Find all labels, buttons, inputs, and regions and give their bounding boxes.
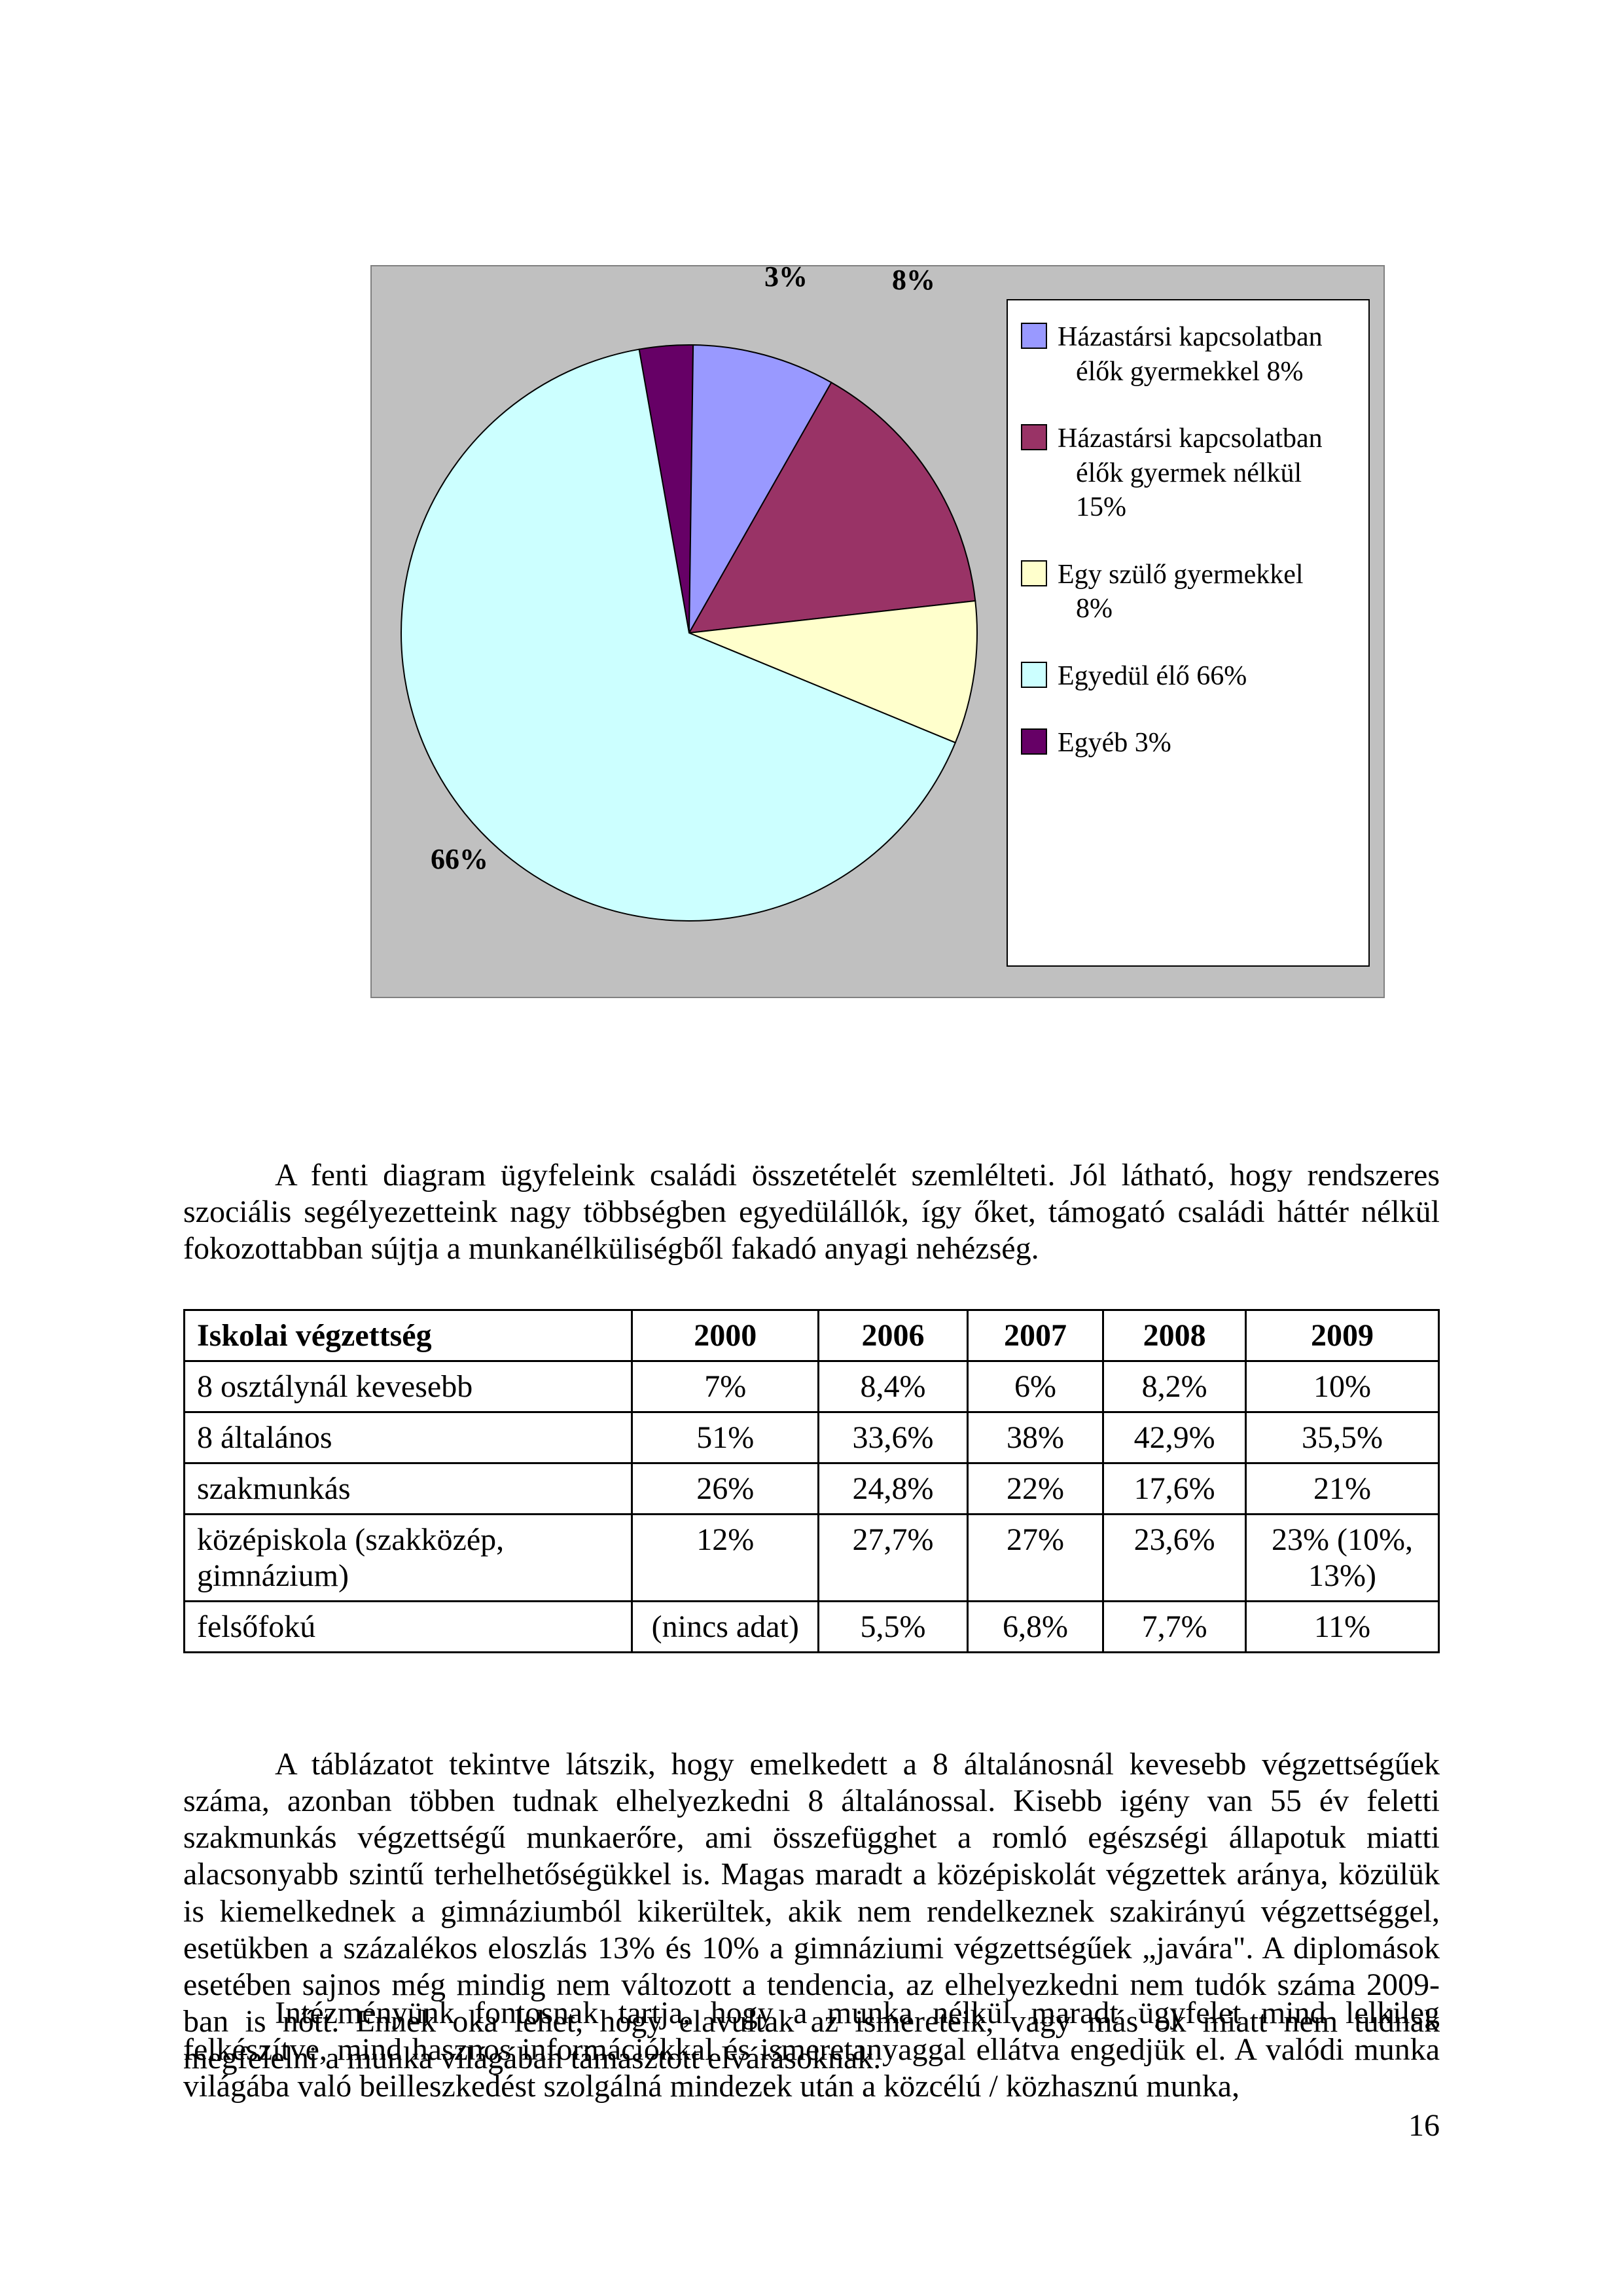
- legend-item-egyedul_elo: Egyedül élő 66%: [1021, 659, 1355, 694]
- table-cell: 17,6%: [1103, 1463, 1246, 1515]
- legend-item-hazastarsi_gyermekkel: Házastársi kapcsolatbanélők gyermekkel 8…: [1021, 320, 1355, 389]
- table-cell: 35,5%: [1246, 1412, 1439, 1463]
- legend-swatch: [1021, 560, 1047, 586]
- table-cell: 42,9%: [1103, 1412, 1246, 1463]
- table-cell: 8,4%: [819, 1361, 968, 1412]
- table-cell: 10%: [1246, 1361, 1439, 1412]
- table-header-cell: 2000: [632, 1310, 819, 1361]
- table-cell: 7,7%: [1103, 1602, 1246, 1653]
- paragraph-1: A fenti diagram ügyfeleink családi össze…: [183, 1157, 1440, 1267]
- table-row: 8 általános51%33,6%38%42,9%35,5%: [185, 1412, 1439, 1463]
- legend-swatch: [1021, 662, 1047, 688]
- legend-label: Egyéb 3%: [1058, 726, 1355, 761]
- legend-label: Egy szülő gyermekkel8%: [1058, 558, 1355, 626]
- table-cell: 22%: [967, 1463, 1103, 1515]
- table-cell: 27%: [967, 1515, 1103, 1602]
- slice-label-66: 66%: [431, 842, 488, 876]
- table-row: felsőfokú(nincs adat)5,5%6,8%7,7%11%: [185, 1602, 1439, 1653]
- legend-item-egy_szulo_gyermekkel: Egy szülő gyermekkel8%: [1021, 558, 1355, 626]
- legend-label: Egyedül élő 66%: [1058, 659, 1355, 694]
- table-cell: 38%: [967, 1412, 1103, 1463]
- legend-label: Házastársi kapcsolatbanélők gyermekkel 8…: [1058, 320, 1355, 389]
- table-row: középiskola (szakközép, gimnázium)12%27,…: [185, 1515, 1439, 1602]
- table-cell: 21%: [1246, 1463, 1439, 1515]
- table-cell: 11%: [1246, 1602, 1439, 1653]
- table-cell: szakmunkás: [185, 1463, 632, 1515]
- table-cell: 12%: [632, 1515, 819, 1602]
- table-cell: 33,6%: [819, 1412, 968, 1463]
- table-header-row: Iskolai végzettség20002006200720082009: [185, 1310, 1439, 1361]
- paragraph-3: Intézményünk fontosnak tartja, hogy a mu…: [183, 1995, 1440, 2105]
- legend-item-egyeb: Egyéb 3%: [1021, 726, 1355, 761]
- table-cell: 8 osztálynál kevesebb: [185, 1361, 632, 1412]
- table-header-cell: 2006: [819, 1310, 968, 1361]
- table-cell: 5,5%: [819, 1602, 968, 1653]
- legend-swatch: [1021, 728, 1047, 755]
- table-header-cell: 2008: [1103, 1310, 1246, 1361]
- table-cell: felsőfokú: [185, 1602, 632, 1653]
- legend-swatch: [1021, 424, 1047, 450]
- table-cell: 6,8%: [967, 1602, 1103, 1653]
- table-row: 8 osztálynál kevesebb7%8,4%6%8,2%10%: [185, 1361, 1439, 1412]
- legend-label: Házastársi kapcsolatbanélők gyermek nélk…: [1058, 422, 1355, 525]
- table-cell: 8 általános: [185, 1412, 632, 1463]
- table-cell: 7%: [632, 1361, 819, 1412]
- table-cell: 27,7%: [819, 1515, 968, 1602]
- table-cell: (nincs adat): [632, 1602, 819, 1653]
- table-cell: középiskola (szakközép, gimnázium): [185, 1515, 632, 1602]
- page-number: 16: [1408, 2108, 1440, 2144]
- family-pie-chart: 3% 8% 15% 8% 66% Házastársi kapcsolatban…: [370, 265, 1385, 998]
- table-header-cell: 2009: [1246, 1310, 1439, 1361]
- table-cell: 26%: [632, 1463, 819, 1515]
- legend-swatch: [1021, 323, 1047, 349]
- table-cell: 23% (10%, 13%): [1246, 1515, 1439, 1602]
- table-cell: 51%: [632, 1412, 819, 1463]
- table-row: szakmunkás26%24,8%22%17,6%21%: [185, 1463, 1439, 1515]
- table-header-cell: Iskolai végzettség: [185, 1310, 632, 1361]
- table-cell: 6%: [967, 1361, 1103, 1412]
- legend-item-hazastarsi_gyermek_nelkul: Házastársi kapcsolatbanélők gyermek nélk…: [1021, 422, 1355, 525]
- slice-label-8a: 8%: [892, 263, 935, 296]
- table-cell: 8,2%: [1103, 1361, 1246, 1412]
- table-cell: 24,8%: [819, 1463, 968, 1515]
- table-header-cell: 2007: [967, 1310, 1103, 1361]
- chart-legend: Házastársi kapcsolatbanélők gyermekkel 8…: [1007, 299, 1370, 967]
- education-table: Iskolai végzettség200020062007200820098 …: [183, 1309, 1440, 1653]
- table-cell: 23,6%: [1103, 1515, 1246, 1602]
- slice-label-egyeb: 3%: [764, 260, 808, 293]
